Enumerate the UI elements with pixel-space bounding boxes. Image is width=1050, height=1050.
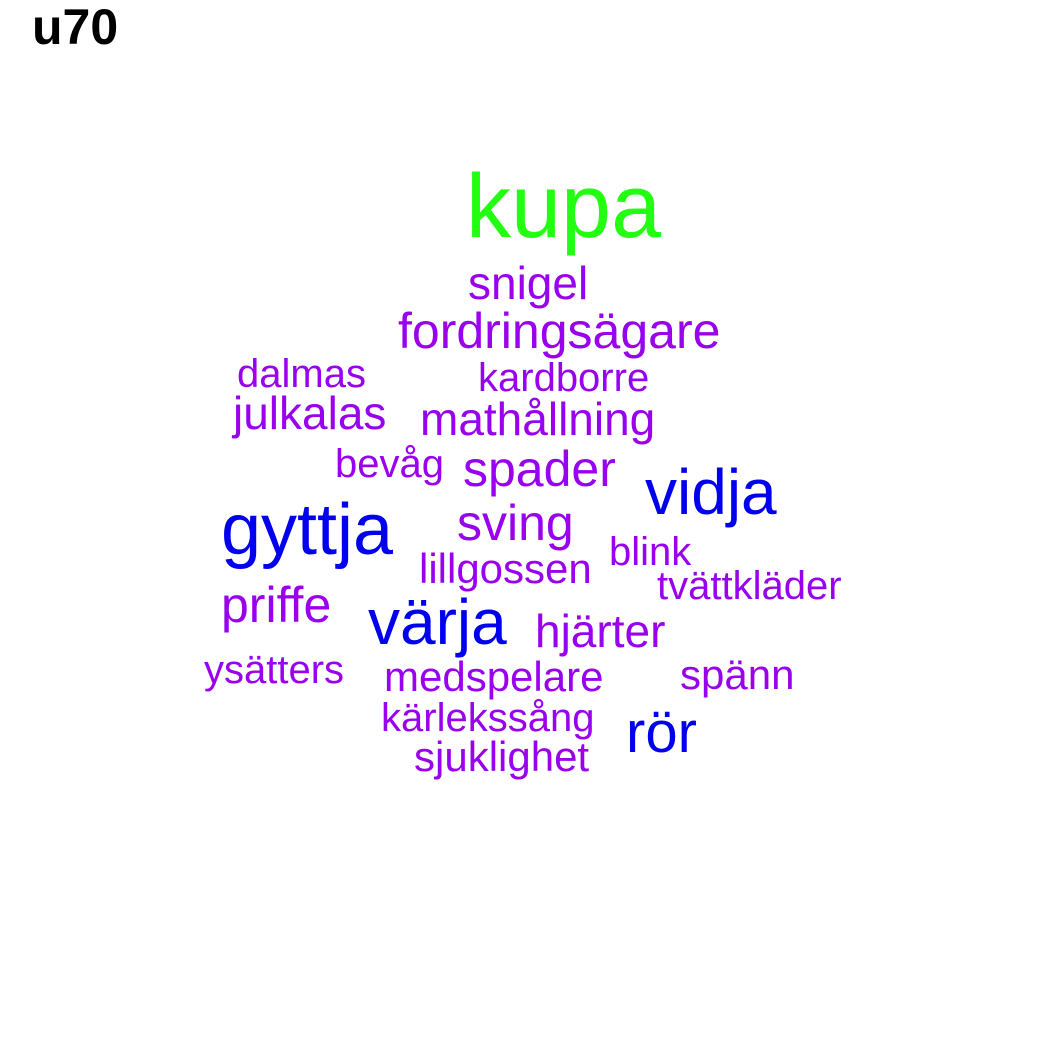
cloud-word: spader: [463, 441, 616, 497]
cloud-word: hjärter: [535, 605, 666, 657]
cloud-word: dalmas: [237, 352, 366, 396]
cloud-word: priffe: [221, 577, 332, 633]
cloud-word: bevåg: [335, 442, 444, 486]
cloud-word: snigel: [468, 257, 589, 309]
cloud-word: kärlekssång: [381, 696, 595, 740]
cloud-word: spänn: [680, 651, 795, 698]
cloud-word: fordringsägare: [398, 303, 721, 359]
cloud-word: sving: [457, 495, 574, 551]
cloud-word: kardborre: [478, 356, 650, 400]
cloud-word: lillgossen: [419, 545, 592, 592]
cloud-word: tvättkläder: [657, 564, 842, 608]
cloud-word: mathållning: [420, 393, 656, 445]
cloud-word: sjuklighet: [414, 733, 590, 780]
cloud-word: medspelare: [384, 653, 604, 700]
cloud-word: kupa: [466, 157, 662, 257]
cloud-word: vidja: [645, 456, 777, 528]
cloud-word: ysätters: [204, 648, 345, 692]
page-title: u70: [32, 0, 119, 55]
cloud-word: värja: [368, 586, 507, 658]
cloud-word: blink: [609, 530, 692, 574]
cloud-word: julkalas: [233, 387, 387, 439]
cloud-word: rör: [626, 700, 697, 765]
cloud-word: gyttja: [221, 490, 394, 570]
